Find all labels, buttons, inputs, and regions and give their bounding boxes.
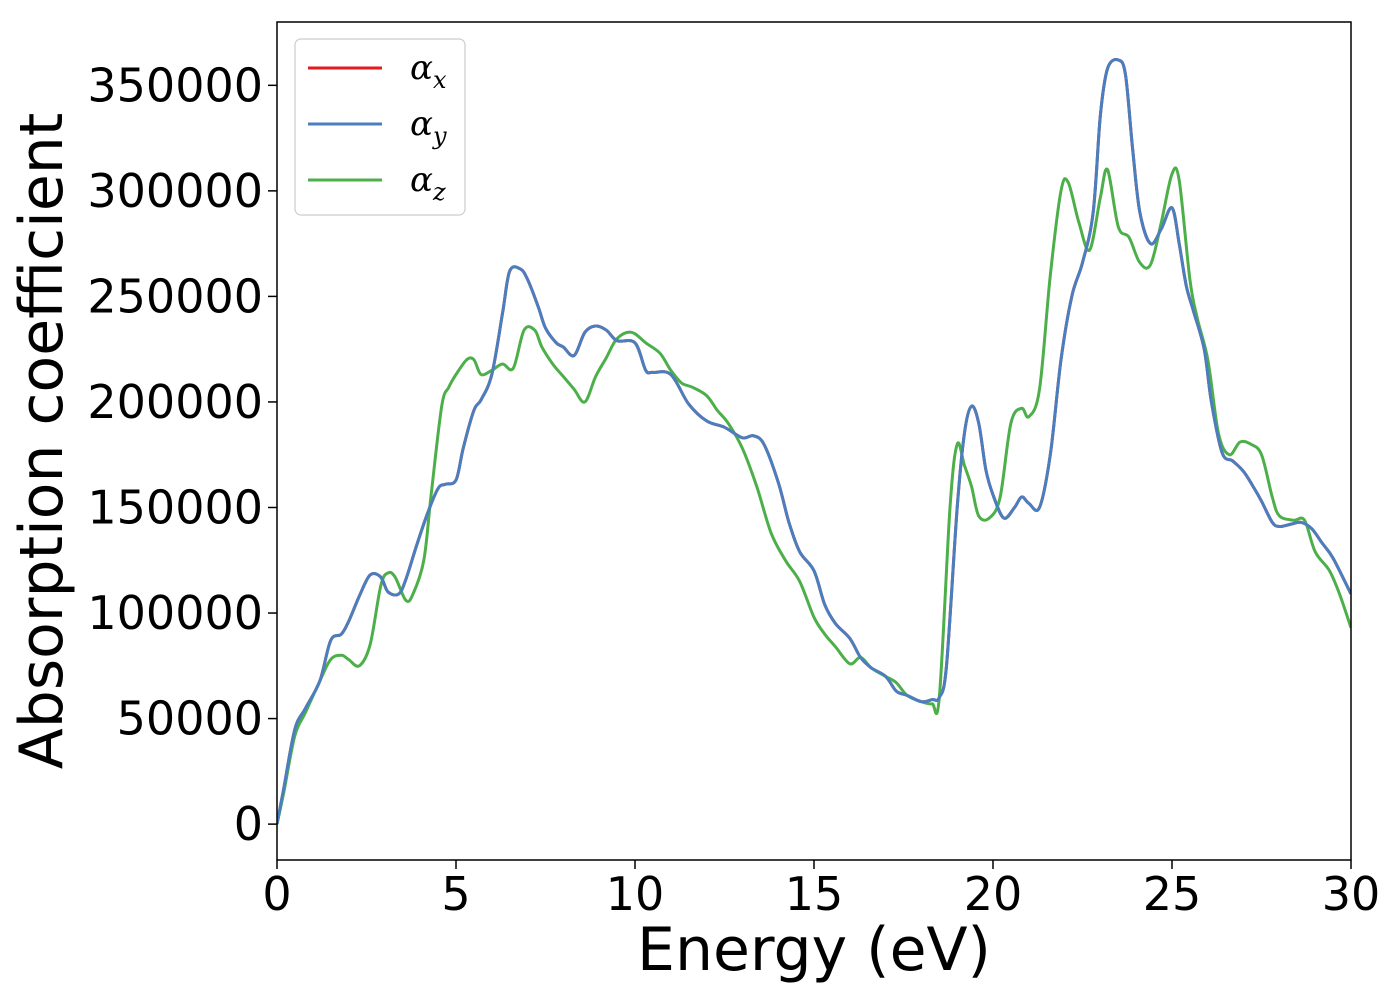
legend-box — [294, 38, 466, 216]
y-tick-label: 200000 — [87, 375, 263, 429]
y-tick-label: 100000 — [87, 586, 263, 640]
x-tick-label: 30 — [1322, 867, 1381, 921]
y-tick-label: 300000 — [87, 164, 263, 218]
y-tick-label: 150000 — [87, 480, 263, 534]
x-tick-label: 5 — [441, 867, 470, 921]
x-tick-label: 15 — [785, 867, 844, 921]
legend-label: αx — [410, 48, 447, 94]
legend: αx αy αz — [294, 38, 466, 216]
series-line-alpha-z — [277, 166, 1351, 825]
y-tick-label: 250000 — [87, 269, 263, 323]
y-tick-label: 0 — [234, 797, 263, 851]
y-axis: 0 50000 100000 150000 200000 250000 300000 3500… — [87, 58, 277, 851]
y-tick-label: 350000 — [87, 58, 263, 112]
legend-label: αz — [410, 160, 446, 206]
x-tick-label: 25 — [1143, 867, 1202, 921]
y-axis-title: Absorption coefficient — [7, 113, 77, 770]
legend-label: αy — [410, 104, 447, 150]
x-axis-title: Energy (eV) — [637, 915, 991, 985]
x-tick-label: 10 — [606, 867, 665, 921]
series-line-alpha-y — [277, 58, 1351, 825]
x-tick-label: 0 — [262, 867, 291, 921]
x-axis: 0 5 10 15 20 25 30 — [262, 860, 1380, 921]
y-tick-label: 50000 — [117, 692, 263, 746]
series-layer — [277, 58, 1351, 825]
x-tick-label: 20 — [964, 867, 1023, 921]
